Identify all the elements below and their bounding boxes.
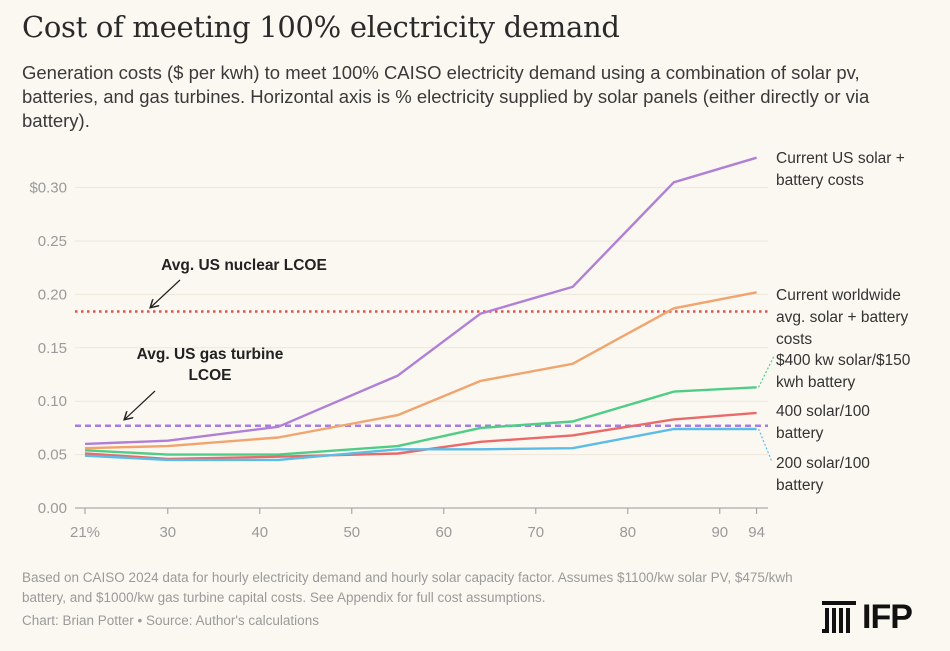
footnote: Based on CAISO 2024 data for hourly elec… (22, 570, 793, 605)
annotation-arrow (151, 279, 181, 307)
x-tick-label: 21% (70, 524, 100, 541)
x-tick-label: 40 (251, 524, 268, 541)
series-line (84, 291, 757, 450)
series-label: 200 solar/100 (776, 455, 870, 472)
y-tick-label: 0.00 (38, 500, 67, 517)
series-line (84, 156, 757, 446)
chart-subtitle: Generation costs ($ per kwh) to meet 100… (22, 62, 870, 131)
x-tick-label: 80 (619, 524, 636, 541)
y-tick-label: 0.05 (38, 447, 67, 464)
reference-label: Avg. US gas turbine (137, 346, 284, 363)
label-leader (758, 355, 775, 388)
line-chart: 0.00 0.05 0.10 0.15 0.20 0.25 $0.30 21% 30 40 50 60… (29, 150, 911, 541)
y-tick-label: 0.25 (38, 233, 67, 250)
y-tick-label: 0.15 (38, 340, 67, 357)
x-tick-label: 30 (159, 524, 176, 541)
series-line (84, 411, 757, 461)
x-tick-label: 94 (748, 524, 765, 541)
reference-label: LCOE (188, 367, 231, 384)
reference-label: Avg. US nuclear LCOE (161, 257, 327, 274)
series-label: Current worldwide (776, 287, 901, 304)
y-tick-label: 0.20 (38, 286, 67, 303)
y-tick-label: $0.30 (29, 180, 67, 197)
series-label: battery costs (776, 172, 864, 189)
series-line (84, 386, 757, 456)
logo-text: IFP (862, 597, 913, 636)
series-label: Current US solar + (776, 150, 905, 167)
chart-title: Cost of meeting 100% electricity demand (22, 10, 620, 44)
x-tick-label: 50 (343, 524, 360, 541)
series-label: battery (776, 425, 824, 442)
series-label: 400 solar/100 (776, 403, 870, 420)
x-tick-label: 70 (527, 524, 544, 541)
series-label: costs (776, 331, 812, 348)
chart-credit: Chart: Brian Potter • Source: Author's c… (22, 613, 319, 628)
x-tick-label: 90 (711, 524, 728, 541)
series-line (84, 427, 757, 462)
series-label: $400 kw solar/$150 (776, 352, 911, 369)
ifp-logo: IFP (822, 597, 913, 636)
series-label: battery (776, 477, 824, 494)
series-label: kwh battery (776, 374, 856, 391)
x-tick-label: 60 (435, 524, 452, 541)
label-leader (758, 428, 773, 463)
series-label: avg. solar + battery (776, 309, 908, 326)
annotation-arrow (125, 390, 156, 419)
ifp-columns-icon (822, 601, 856, 633)
y-tick-label: 0.10 (38, 393, 67, 410)
